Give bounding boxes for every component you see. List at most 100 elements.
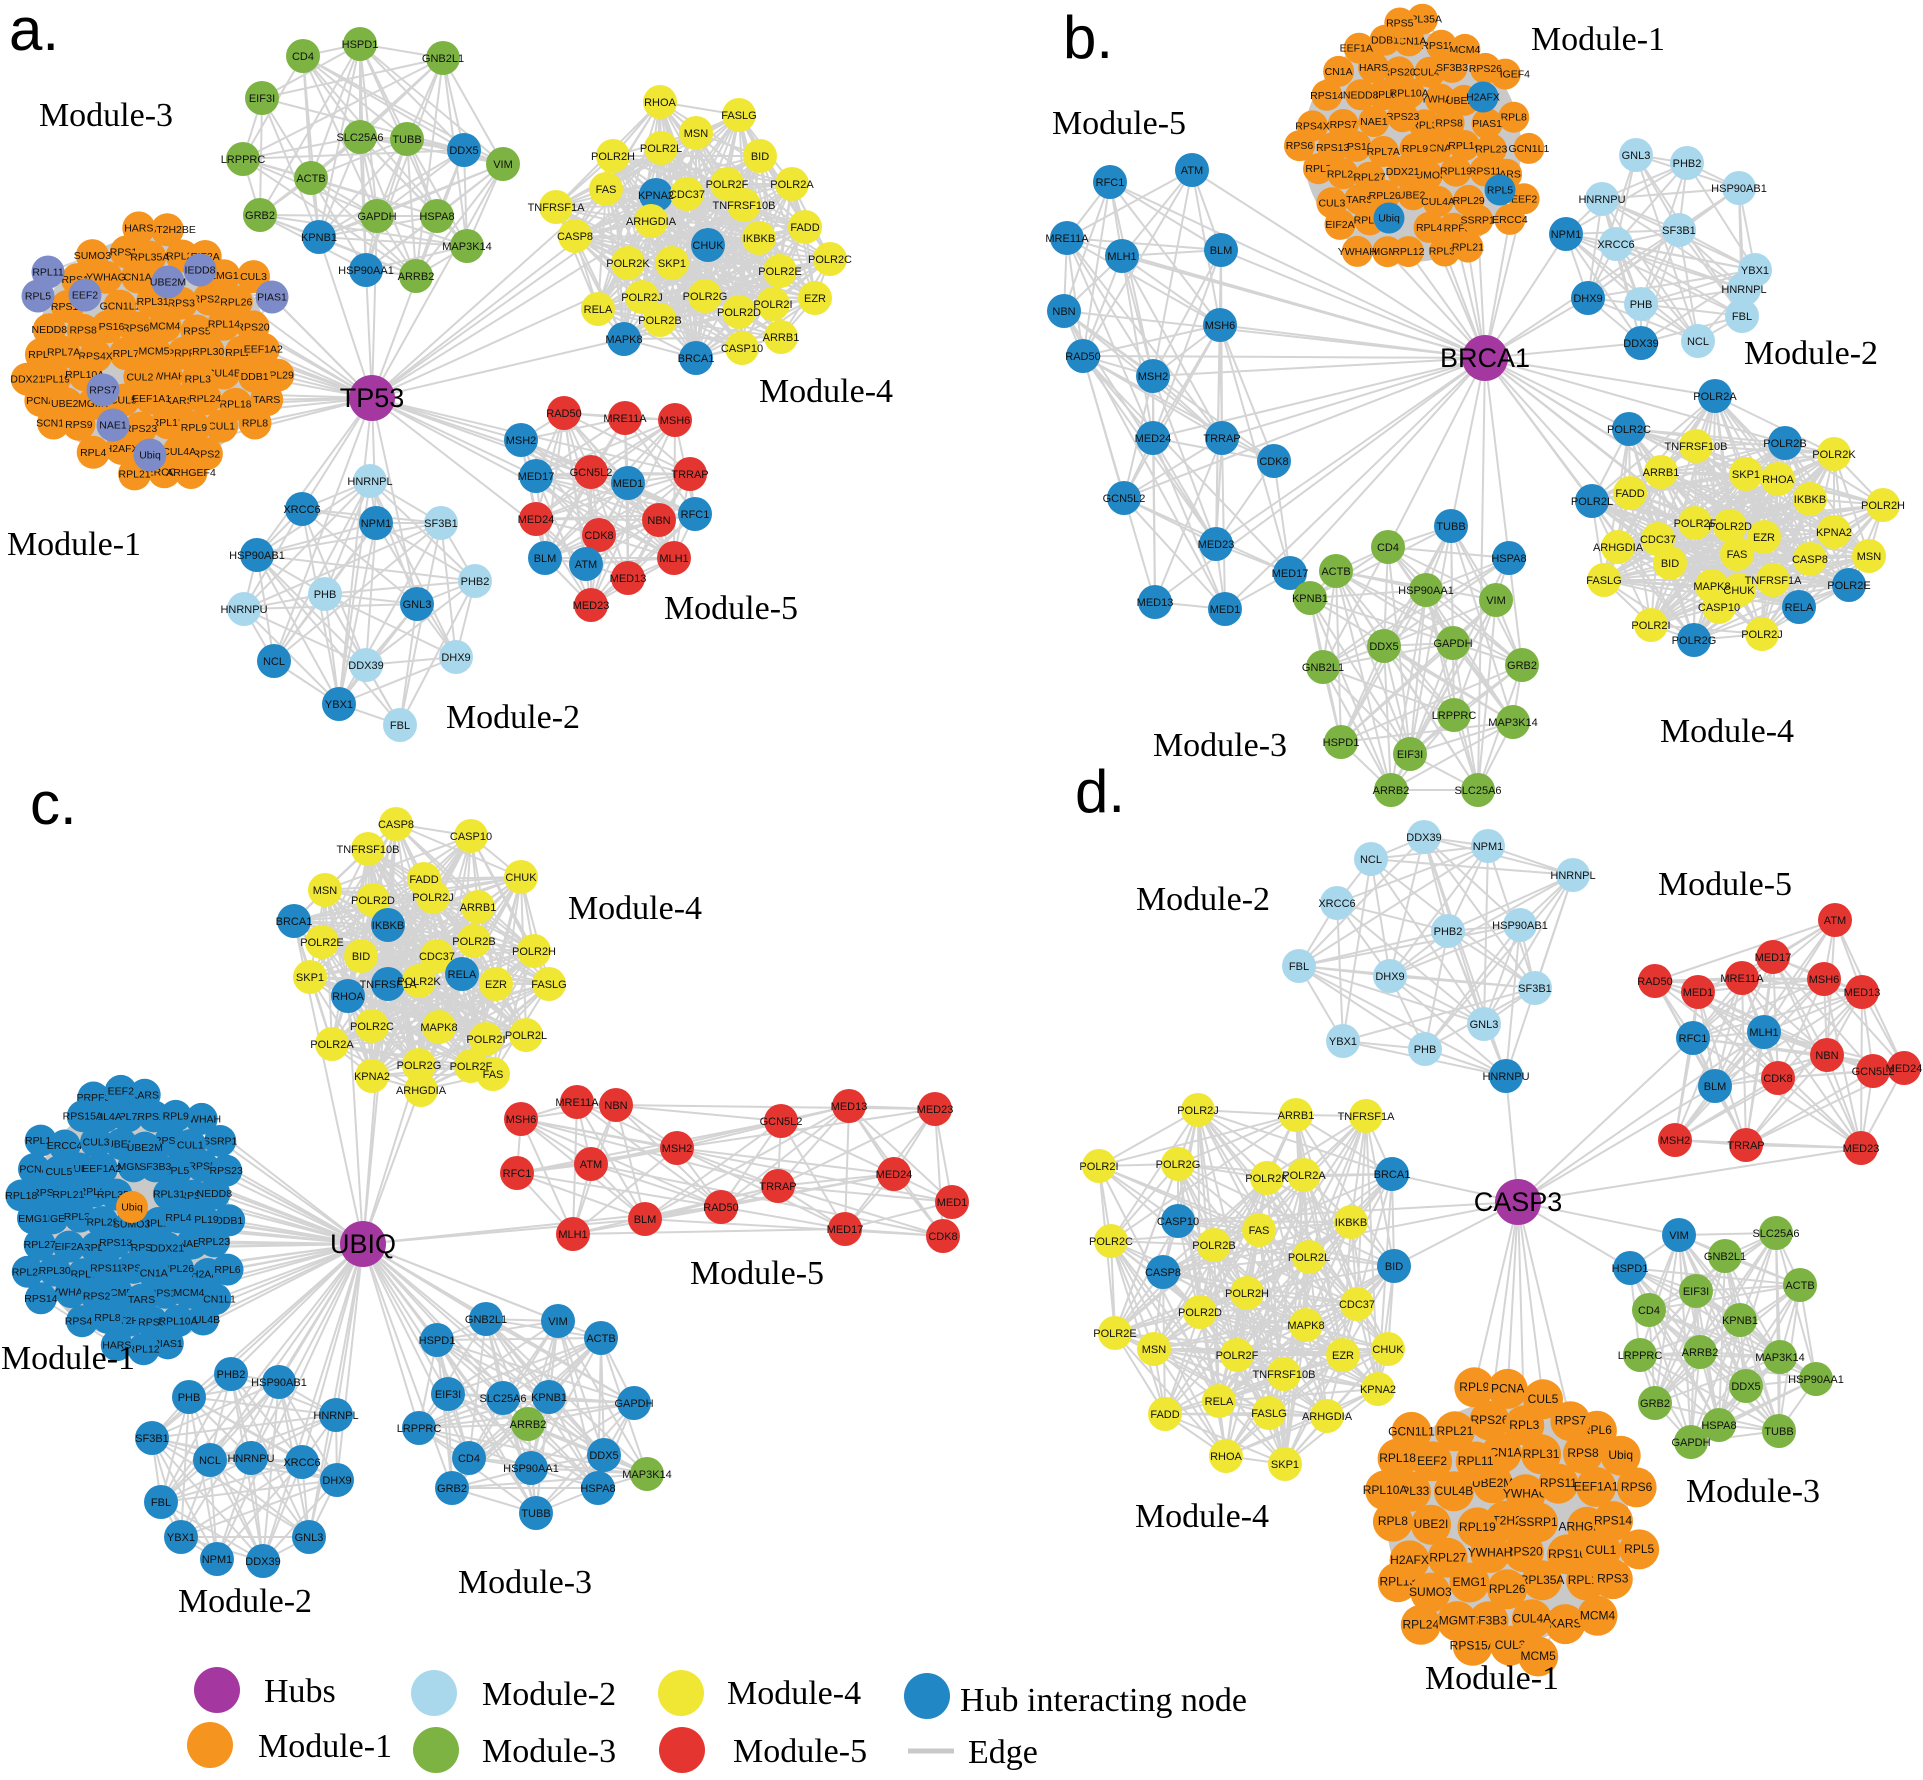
svg-text:POLR2A: POLR2A	[770, 179, 814, 191]
svg-text:GNB2L1: GNB2L1	[1302, 662, 1344, 674]
svg-text:RPS6: RPS6	[122, 322, 150, 334]
svg-text:ARHGDIA: ARHGDIA	[1593, 542, 1644, 554]
svg-text:EZR: EZR	[1332, 1350, 1354, 1362]
svg-text:ACTB: ACTB	[1785, 1280, 1814, 1292]
svg-text:NPM1: NPM1	[361, 518, 392, 530]
svg-text:ARRB2: ARRB2	[398, 271, 435, 283]
svg-text:Ubiq: Ubiq	[1608, 1448, 1633, 1462]
svg-text:SF3B1: SF3B1	[1662, 225, 1696, 237]
svg-text:b.: b.	[1063, 4, 1113, 71]
svg-text:POLR2J: POLR2J	[1741, 629, 1783, 641]
svg-text:EEF1A1: EEF1A1	[1574, 1480, 1619, 1494]
svg-text:RPL21: RPL21	[52, 1189, 84, 1201]
svg-text:Ubiq: Ubiq	[139, 450, 161, 462]
svg-text:GAPDH: GAPDH	[614, 1398, 653, 1410]
svg-text:POLR2I: POLR2I	[466, 1034, 505, 1046]
svg-text:MGMT: MGMT	[1439, 1614, 1476, 1628]
svg-text:RPL19: RPL19	[1440, 166, 1472, 178]
svg-text:Module-2: Module-2	[178, 1583, 312, 1620]
svg-text:POLR2E: POLR2E	[300, 937, 343, 949]
svg-text:EEF2: EEF2	[1417, 1454, 1447, 1468]
svg-text:RPL8: RPL8	[1378, 1514, 1408, 1528]
svg-text:GNB2L1: GNB2L1	[465, 1314, 507, 1326]
svg-text:CN1A: CN1A	[140, 1268, 168, 1280]
svg-text:TNFRSF10B: TNFRSF10B	[337, 844, 400, 856]
svg-text:DDX5: DDX5	[589, 1450, 618, 1462]
svg-text:MED1: MED1	[613, 478, 644, 490]
svg-text:POLR2F: POLR2F	[1216, 1350, 1259, 1362]
svg-text:FASLG: FASLG	[721, 110, 756, 122]
svg-text:BID: BID	[1661, 558, 1679, 570]
svg-text:DDB1: DDB1	[215, 1215, 243, 1227]
svg-text:MLH1: MLH1	[1749, 1027, 1778, 1039]
svg-text:BLM: BLM	[1704, 1081, 1727, 1093]
svg-text:MRE11A: MRE11A	[555, 1097, 599, 1109]
svg-text:FAS: FAS	[1727, 549, 1748, 561]
svg-text:FAS: FAS	[1249, 1225, 1270, 1237]
svg-text:HSPD1: HSPD1	[342, 39, 379, 51]
svg-text:ACTB: ACTB	[296, 173, 325, 185]
svg-text:SKP1: SKP1	[658, 258, 686, 270]
svg-text:EEF1A2: EEF1A2	[82, 1163, 121, 1175]
svg-text:TNFRSF1A: TNFRSF1A	[1745, 575, 1803, 587]
svg-text:RPS14: RPS14	[1594, 1514, 1632, 1528]
svg-text:RPL27: RPL27	[24, 1239, 56, 1251]
svg-text:LRPPRC: LRPPRC	[1618, 1350, 1663, 1362]
svg-text:RPL7A: RPL7A	[47, 347, 80, 359]
svg-text:TUBB: TUBB	[521, 1508, 550, 1520]
svg-text:NAE1: NAE1	[99, 420, 127, 432]
svg-text:POLR2H: POLR2H	[1861, 500, 1905, 512]
svg-text:CUL5: CUL5	[1528, 1392, 1559, 1406]
svg-text:ERCC4: ERCC4	[1492, 214, 1528, 226]
svg-text:RPS11: RPS11	[1540, 1476, 1577, 1490]
svg-text:NCL: NCL	[199, 1455, 221, 1467]
svg-text:YBX1: YBX1	[167, 1532, 195, 1544]
svg-text:RPL18: RPL18	[220, 399, 252, 411]
svg-text:GNL3: GNL3	[403, 599, 432, 611]
svg-text:Module-3: Module-3	[39, 97, 173, 134]
svg-text:ARRB2: ARRB2	[1373, 785, 1410, 797]
svg-text:DDX21: DDX21	[10, 374, 44, 386]
svg-text:MSN: MSN	[684, 128, 709, 140]
svg-text:MED17: MED17	[518, 471, 555, 483]
svg-text:TRRAP: TRRAP	[671, 469, 708, 481]
svg-text:CDK8: CDK8	[1259, 456, 1288, 468]
svg-text:CASP10: CASP10	[721, 343, 763, 355]
svg-text:ARHGDIA: ARHGDIA	[626, 216, 677, 228]
svg-text:ERCC4: ERCC4	[47, 1140, 83, 1152]
svg-text:HSPD1: HSPD1	[1612, 1263, 1649, 1275]
svg-text:HSP90AA1: HSP90AA1	[503, 1463, 559, 1475]
svg-text:HSP90AB1: HSP90AB1	[251, 1377, 307, 1389]
svg-text:TP53: TP53	[340, 383, 405, 413]
svg-text:Module-5: Module-5	[1658, 866, 1792, 903]
svg-text:RPL7: RPL7	[113, 348, 139, 360]
svg-text:RPS2: RPS2	[83, 1291, 111, 1303]
svg-text:KPNA2: KPNA2	[1360, 1384, 1396, 1396]
svg-text:POLR2I: POLR2I	[1631, 620, 1670, 632]
svg-text:RPS23: RPS23	[210, 1165, 243, 1177]
svg-text:RPS26: RPS26	[1469, 63, 1502, 75]
svg-text:TARS: TARS	[128, 1294, 155, 1306]
svg-text:RPL24: RPL24	[1402, 1617, 1439, 1631]
svg-text:Ubiq: Ubiq	[121, 1202, 143, 1214]
svg-text:RPS7: RPS7	[1330, 119, 1358, 131]
svg-text:SUMO3: SUMO3	[74, 250, 112, 262]
svg-text:MAPK8: MAPK8	[420, 1022, 457, 1034]
svg-text:MED17: MED17	[1272, 568, 1309, 580]
svg-text:DDB1: DDB1	[241, 371, 269, 383]
svg-text:CDC37: CDC37	[1640, 534, 1676, 546]
svg-text:FAS: FAS	[596, 184, 617, 196]
svg-text:GRB2: GRB2	[437, 1483, 467, 1495]
svg-text:POLR2J: POLR2J	[412, 892, 454, 904]
svg-text:MED23: MED23	[1198, 539, 1235, 551]
svg-text:POLR2D: POLR2D	[717, 307, 761, 319]
svg-text:RPL8: RPL8	[1501, 112, 1527, 124]
svg-text:DHX9: DHX9	[322, 1475, 351, 1487]
svg-text:GNL3: GNL3	[1470, 1019, 1499, 1031]
svg-text:RFC1: RFC1	[1679, 1033, 1708, 1045]
svg-text:RPL4: RPL4	[165, 1212, 191, 1224]
svg-text:KPNA2: KPNA2	[1816, 527, 1852, 539]
svg-text:BID: BID	[751, 151, 769, 163]
svg-text:RPL5: RPL5	[1487, 185, 1513, 197]
svg-text:Module-1: Module-1	[7, 526, 141, 563]
